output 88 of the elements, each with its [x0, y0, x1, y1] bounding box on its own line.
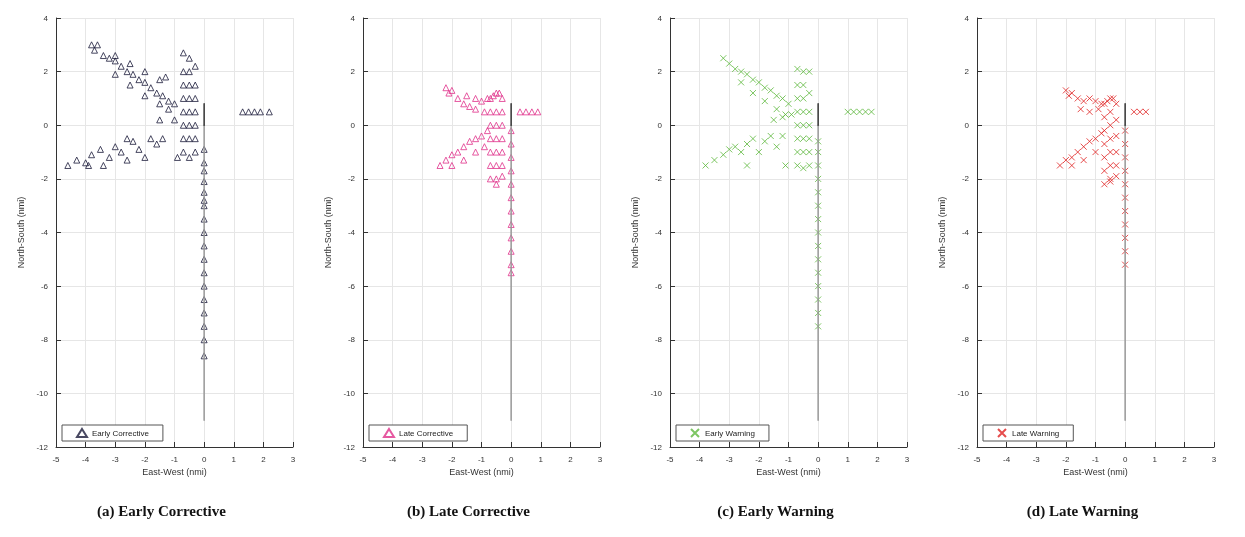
y-axis-title: North-South (nmi)	[323, 196, 334, 269]
x-tick-label: 1	[1152, 454, 1158, 464]
y-tick-label: -6	[40, 281, 49, 291]
x-axis-title: East-West (nmi)	[142, 467, 207, 478]
y-tick-label: -10	[650, 388, 663, 398]
y-tick-label: 0	[964, 120, 970, 130]
x-tick-label: -2	[141, 454, 149, 464]
y-tick-label: -2	[961, 174, 970, 184]
x-tick-label: 2	[261, 454, 267, 464]
x-tick-label: 1	[845, 454, 851, 464]
y-tick-label: -10	[343, 388, 356, 398]
y-tick-label: -2	[654, 174, 663, 184]
x-tick-label: -2	[755, 454, 763, 464]
y-tick-label: -8	[40, 335, 49, 345]
y-tick-label: -8	[961, 335, 970, 345]
x-tick-label: -1	[477, 454, 486, 464]
x-axis-title: East-West (nmi)	[756, 467, 821, 478]
y-tick-label: -4	[961, 228, 970, 237]
x-tick-label: -4	[696, 454, 704, 464]
x-tick-label: -1	[784, 454, 793, 464]
x-tick-label: -4	[389, 454, 397, 464]
text: (d) Late Warning	[1026, 502, 1139, 520]
y-axis-title: North-South (nmi)	[630, 196, 641, 269]
y-axis-title: North-South (nmi)	[16, 196, 27, 269]
x-tick-label: -3	[418, 454, 427, 464]
x-tick-label: -3	[111, 454, 120, 464]
y-tick-label: 0	[657, 120, 663, 130]
x-tick-label: -4	[82, 454, 90, 464]
x-axis-title: East-West (nmi)	[1063, 467, 1128, 478]
y-tick-label: -10	[36, 388, 49, 398]
x-tick-label: -5	[973, 454, 982, 464]
y-tick-label: -6	[961, 281, 970, 291]
x-tick-label: 0	[201, 454, 207, 464]
y-tick-label: 2	[657, 67, 663, 77]
y-tick-label: -2	[40, 174, 49, 184]
y-tick-label: -2	[347, 174, 356, 184]
x-tick-label: 2	[568, 454, 574, 464]
y-tick-label: -8	[654, 335, 663, 345]
y-tick-label: -8	[347, 335, 356, 345]
legend-label: Early Corrective	[92, 428, 150, 438]
y-tick-label: 4	[657, 13, 663, 23]
x-tick-label: 2	[1182, 454, 1188, 464]
y-tick-label: -12	[957, 442, 970, 452]
x-tick-label: 3	[1211, 454, 1217, 464]
x-tick-label: 1	[231, 454, 237, 464]
y-tick-label: -4	[347, 228, 356, 237]
text: (c) Early Warning	[717, 502, 835, 520]
y-tick-label: -6	[654, 281, 663, 291]
x-tick-label: -2	[448, 454, 456, 464]
y-tick-label: 4	[964, 13, 970, 23]
x-tick-label: -5	[359, 454, 368, 464]
x-tick-label: 0	[508, 454, 514, 464]
y-tick-label: 2	[350, 67, 356, 77]
x-tick-label: -5	[52, 454, 61, 464]
x-tick-label: 0	[815, 454, 821, 464]
x-tick-label: -2	[1062, 454, 1070, 464]
y-tick-label: -12	[36, 442, 49, 452]
x-tick-label: -1	[170, 454, 179, 464]
x-tick-label: 1	[538, 454, 544, 464]
text: (b) Late Corrective	[406, 502, 531, 520]
legend-label: Late Corrective	[399, 428, 454, 438]
y-tick-label: -12	[343, 442, 356, 452]
y-tick-label: -10	[957, 388, 970, 398]
y-tick-label: 2	[964, 67, 970, 77]
y-tick-label: -4	[654, 228, 663, 237]
legend-label: Early Warning	[705, 428, 755, 438]
y-tick-label: -6	[347, 281, 356, 291]
y-tick-label: -12	[650, 442, 663, 452]
y-tick-label: 4	[350, 13, 356, 23]
y-tick-label: 0	[350, 120, 356, 130]
x-tick-label: -3	[1032, 454, 1041, 464]
x-tick-label: 2	[875, 454, 881, 464]
legend-label: Late Warning	[1012, 428, 1060, 438]
text: (a) Early Corrective	[97, 502, 227, 520]
y-tick-label: 0	[43, 120, 49, 130]
y-tick-label: 4	[43, 13, 49, 23]
x-tick-label: -3	[725, 454, 734, 464]
x-axis-title: East-West (nmi)	[449, 467, 514, 478]
x-tick-label: -5	[666, 454, 675, 464]
y-tick-label: 2	[43, 67, 49, 77]
x-tick-label: 0	[1122, 454, 1128, 464]
x-tick-label: -4	[1003, 454, 1011, 464]
x-tick-label: 3	[597, 454, 603, 464]
x-tick-label: 3	[290, 454, 296, 464]
y-tick-label: -4	[40, 228, 49, 237]
x-tick-label: 3	[904, 454, 910, 464]
x-tick-label: -1	[1091, 454, 1100, 464]
y-axis-title: North-South (nmi)	[937, 196, 948, 269]
